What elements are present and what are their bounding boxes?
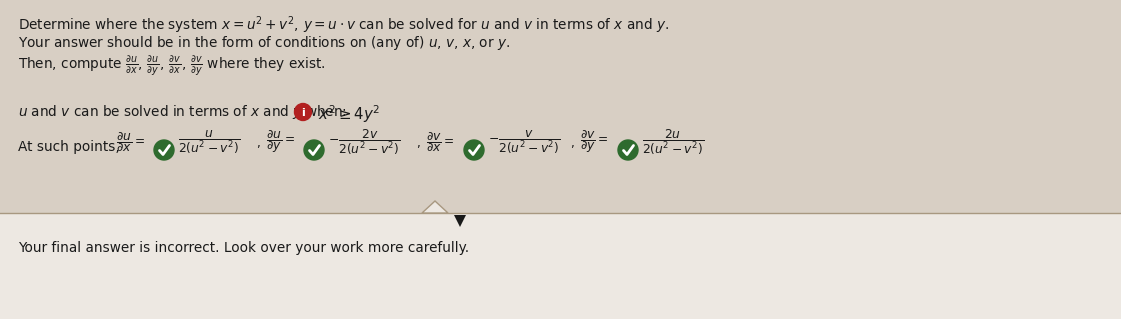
Text: Then, compute $\frac{\partial u}{\partial x},\, \frac{\partial u}{\partial y},\,: Then, compute $\frac{\partial u}{\partia… (18, 54, 326, 78)
Text: Your final answer is incorrect. Look over your work more carefully.: Your final answer is incorrect. Look ove… (18, 241, 469, 255)
Ellipse shape (618, 140, 638, 160)
Text: $-\dfrac{2v}{2(u^2 - v^2)}$: $-\dfrac{2v}{2(u^2 - v^2)}$ (328, 128, 400, 157)
Text: Your answer should be in the form of conditions on (any of) $u$, $v$, $x$, or $y: Your answer should be in the form of con… (18, 34, 510, 52)
Text: ,: , (569, 137, 574, 151)
Polygon shape (454, 215, 466, 227)
Text: $\dfrac{\partial v}{\partial y} =$: $\dfrac{\partial v}{\partial y} =$ (580, 129, 609, 155)
Polygon shape (421, 201, 448, 213)
Text: $\dfrac{\partial u}{\partial y} =$: $\dfrac{\partial u}{\partial y} =$ (266, 129, 295, 155)
Text: $x^2 \geq 4y^2$: $x^2 \geq 4y^2$ (318, 103, 380, 125)
Ellipse shape (304, 140, 324, 160)
Text: $\dfrac{\partial v}{\partial x} =$: $\dfrac{\partial v}{\partial x} =$ (426, 130, 454, 154)
Text: Determine where the system $x = u^2 + v^2,\, y = u \cdot v$ can be solved for $u: Determine where the system $x = u^2 + v^… (18, 14, 669, 36)
FancyBboxPatch shape (0, 213, 1121, 319)
Text: $u$ and $v$ can be solved in terms of $x$ and $y$ when:: $u$ and $v$ can be solved in terms of $x… (18, 103, 346, 121)
Text: ,: , (416, 137, 420, 151)
Ellipse shape (154, 140, 174, 160)
Text: $\dfrac{2u}{2(u^2 - v^2)}$: $\dfrac{2u}{2(u^2 - v^2)}$ (642, 128, 704, 157)
Text: $\dfrac{\partial u}{\partial x} =$: $\dfrac{\partial u}{\partial x} =$ (115, 130, 145, 154)
Text: $-\dfrac{v}{2(u^2 - v^2)}$: $-\dfrac{v}{2(u^2 - v^2)}$ (488, 129, 560, 155)
Ellipse shape (464, 140, 484, 160)
Text: At such points,: At such points, (18, 140, 120, 154)
Ellipse shape (295, 103, 312, 121)
Text: ,: , (256, 137, 260, 151)
Text: $\dfrac{u}{2(u^2 - v^2)}$: $\dfrac{u}{2(u^2 - v^2)}$ (178, 129, 240, 155)
Text: $\mathbf{i}$: $\mathbf{i}$ (300, 106, 305, 118)
